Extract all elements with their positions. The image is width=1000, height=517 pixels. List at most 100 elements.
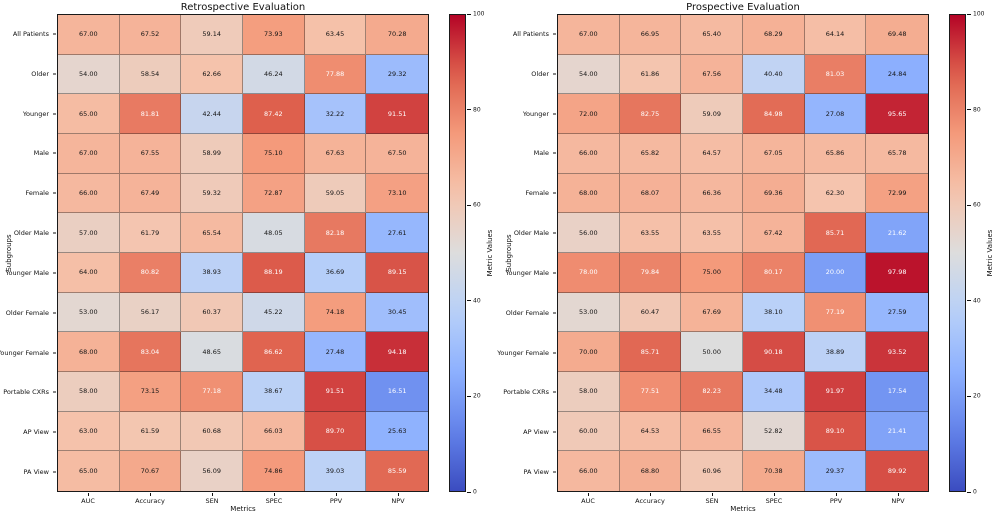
heatmap-cell: 68.29 [743,15,805,55]
chart-title: Prospective Evaluation [686,2,800,13]
heatmap-cell: 91.51 [304,372,367,412]
heatmap-cell: 66.36 [681,173,743,214]
heatmap-cell: 38.10 [743,292,805,333]
heatmap-cell: 65.00 [58,451,120,491]
heatmap-cell: 70.67 [119,451,182,491]
heatmap-cell: 63.55 [681,213,743,253]
heatmap-cell: 56.00 [558,213,620,253]
heatmap-cell: 80.82 [119,253,182,293]
heatmap-cell: 61.86 [619,54,682,95]
heatmap-cell: 70.28 [366,15,428,55]
heatmap-cell: 34.48 [743,372,805,412]
heatmap-cell: 46.24 [243,54,305,95]
heatmap-cell: 48.05 [243,213,305,253]
heatmap-cell: 89.15 [366,253,428,293]
x-tick-label: SPEC [743,493,805,505]
heatmap-cell: 82.75 [619,94,682,134]
heatmap-cell: 38.93 [181,253,243,293]
colorbar-tick-labels: 0 20 40 60 80 100 [467,11,495,496]
colorbar-tick-label: 80 [473,106,481,114]
heatmap-cell: 63.45 [304,15,367,55]
heatmap-cell: 67.52 [119,15,182,55]
heatmap-cell: 27.59 [866,292,928,333]
x-tick-label: NPV [867,493,929,505]
heatmap-cell: 63.00 [58,411,120,452]
heatmap-cell: 75.00 [681,253,743,293]
heatmap-cell: 73.15 [119,372,182,412]
y-tick-label: Male [0,133,57,173]
heatmap-cell: 62.30 [804,173,867,214]
heatmap-cell: 27.48 [304,332,367,372]
heatmap-cell: 32.22 [304,94,367,134]
heatmap-cell: 67.05 [743,134,805,174]
colorbar [449,14,466,492]
y-tick-label: Younger [500,94,557,134]
heatmap-cell: 66.03 [243,411,305,452]
colorbar-tick-label: 60 [473,201,481,209]
colorbar-tick-label: 40 [973,297,981,305]
y-tick-label: Older Male [0,213,57,253]
heatmap-cell: 45.22 [243,292,305,333]
heatmap-cell: 60.68 [181,411,243,452]
heatmap-cell: 78.00 [558,253,620,293]
heatmap-cell: 63.55 [619,213,682,253]
heatmap-cell: 85.71 [619,332,682,372]
heatmap-cell: 95.65 [866,94,928,134]
heatmap-cell: 67.56 [681,54,743,95]
heatmap-cell: 65.78 [866,134,928,174]
heatmap-cell: 65.00 [58,94,120,134]
heatmap-grid: 67.00 67.52 59.14 73.93 63.45 70.28 54.00 58.54… [57,14,429,492]
heatmap-cell: 66.95 [619,15,682,55]
heatmap-cell: 70.38 [743,451,805,491]
heatmap-cell: 67.49 [119,173,182,214]
heatmap-cell: 89.10 [804,411,867,452]
heatmap-cell: 94.18 [366,332,428,372]
heatmap-cell: 85.59 [366,451,428,491]
heatmap-cell: 50.00 [681,332,743,372]
x-axis-label: Metrics [230,505,256,513]
heatmap-cell: 73.93 [243,15,305,55]
heatmap-cell: 67.63 [304,134,367,174]
heatmap-cell: 90.18 [743,332,805,372]
heatmap-cell: 24.84 [866,54,928,95]
heatmap-cell: 59.32 [181,173,243,214]
heatmap-cell: 38.89 [804,332,867,372]
heatmap-cell: 67.00 [58,134,120,174]
y-tick-label: Younger Male [500,253,557,293]
heatmap-cell: 60.47 [619,292,682,333]
heatmap-cell: 17.54 [866,372,928,412]
heatmap-cell: 68.80 [619,451,682,491]
y-tick-labels: All Patients Older Younger Male Female Older … [497,14,557,492]
heatmap-cell: 97.98 [866,253,928,293]
colorbar-tick-label: 60 [973,201,981,209]
heatmap-cell: 68.07 [619,173,682,214]
heatmap-grid: 67.00 66.95 65.40 68.29 64.14 69.48 54.00 61.86… [557,14,929,492]
y-tick-label: All Patients [0,14,57,54]
heatmap-cell: 58.00 [558,372,620,412]
y-tick-label: Older Male [500,213,557,253]
heatmap-cell: 69.48 [866,15,928,55]
colorbar-tick-label: 20 [473,392,481,400]
heatmap-cell: 48.65 [181,332,243,372]
y-tick-labels: All Patients Older Younger Male Female Older … [0,14,57,492]
panel-prospective: Prospective Evaluation Subgroups All Pat… [497,0,1000,517]
y-tick-label: All Patients [500,14,557,54]
heatmap-cell: 38.67 [243,372,305,412]
heatmap-cell: 56.17 [119,292,182,333]
y-tick-label: Younger Female [0,333,57,373]
heatmap-cell: 66.00 [58,173,120,214]
heatmap-cell: 27.08 [804,94,867,134]
heatmap-cell: 68.00 [558,173,620,214]
heatmap-cell: 52.82 [743,411,805,452]
y-tick-label: Older [500,54,557,94]
x-tick-label: Accuracy [619,493,681,505]
heatmap-cell: 20.00 [804,253,867,293]
colorbar-tick-label: 100 [973,10,985,18]
y-tick-label: Male [500,133,557,173]
heatmap-cell: 61.59 [119,411,182,452]
x-tick-label: PPV [305,493,367,505]
x-axis-label: Metrics [730,505,756,513]
y-tick-label: AP View [500,412,557,452]
heatmap-cell: 89.70 [304,411,367,452]
heatmap-cell: 83.04 [119,332,182,372]
